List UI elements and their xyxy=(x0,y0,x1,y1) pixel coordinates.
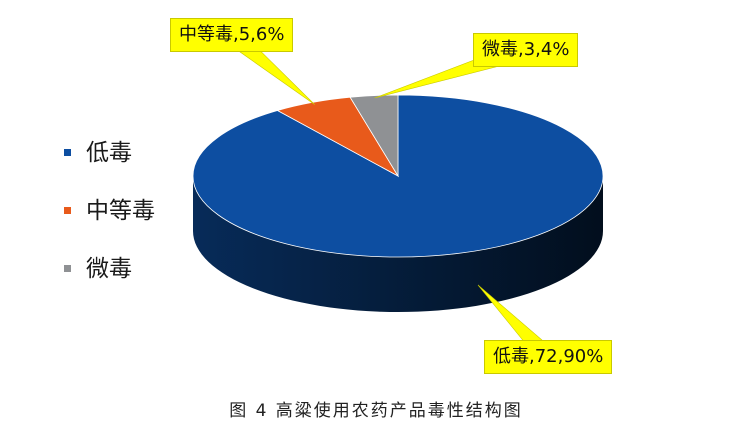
legend-swatch-low xyxy=(64,149,71,156)
pie-depth xyxy=(193,176,603,312)
data-label-slight: 微毒,3,4% xyxy=(473,33,579,67)
legend-label-low: 低毒 xyxy=(86,140,132,166)
pie-side-low xyxy=(193,176,603,312)
pie-top xyxy=(192,94,604,258)
figure-caption: 图 4 高粱使用农药产品毒性结构图 xyxy=(229,401,523,421)
legend-swatch-slight xyxy=(64,265,71,272)
legend-label-medium: 中等毒 xyxy=(86,198,155,224)
data-label-medium: 中等毒,5,6% xyxy=(170,18,294,52)
pie-slice-slight xyxy=(349,94,399,178)
data-label-low: 低毒,72,90% xyxy=(484,340,613,374)
legend-label-slight: 微毒 xyxy=(86,256,132,282)
legend-swatch-medium xyxy=(64,207,71,214)
